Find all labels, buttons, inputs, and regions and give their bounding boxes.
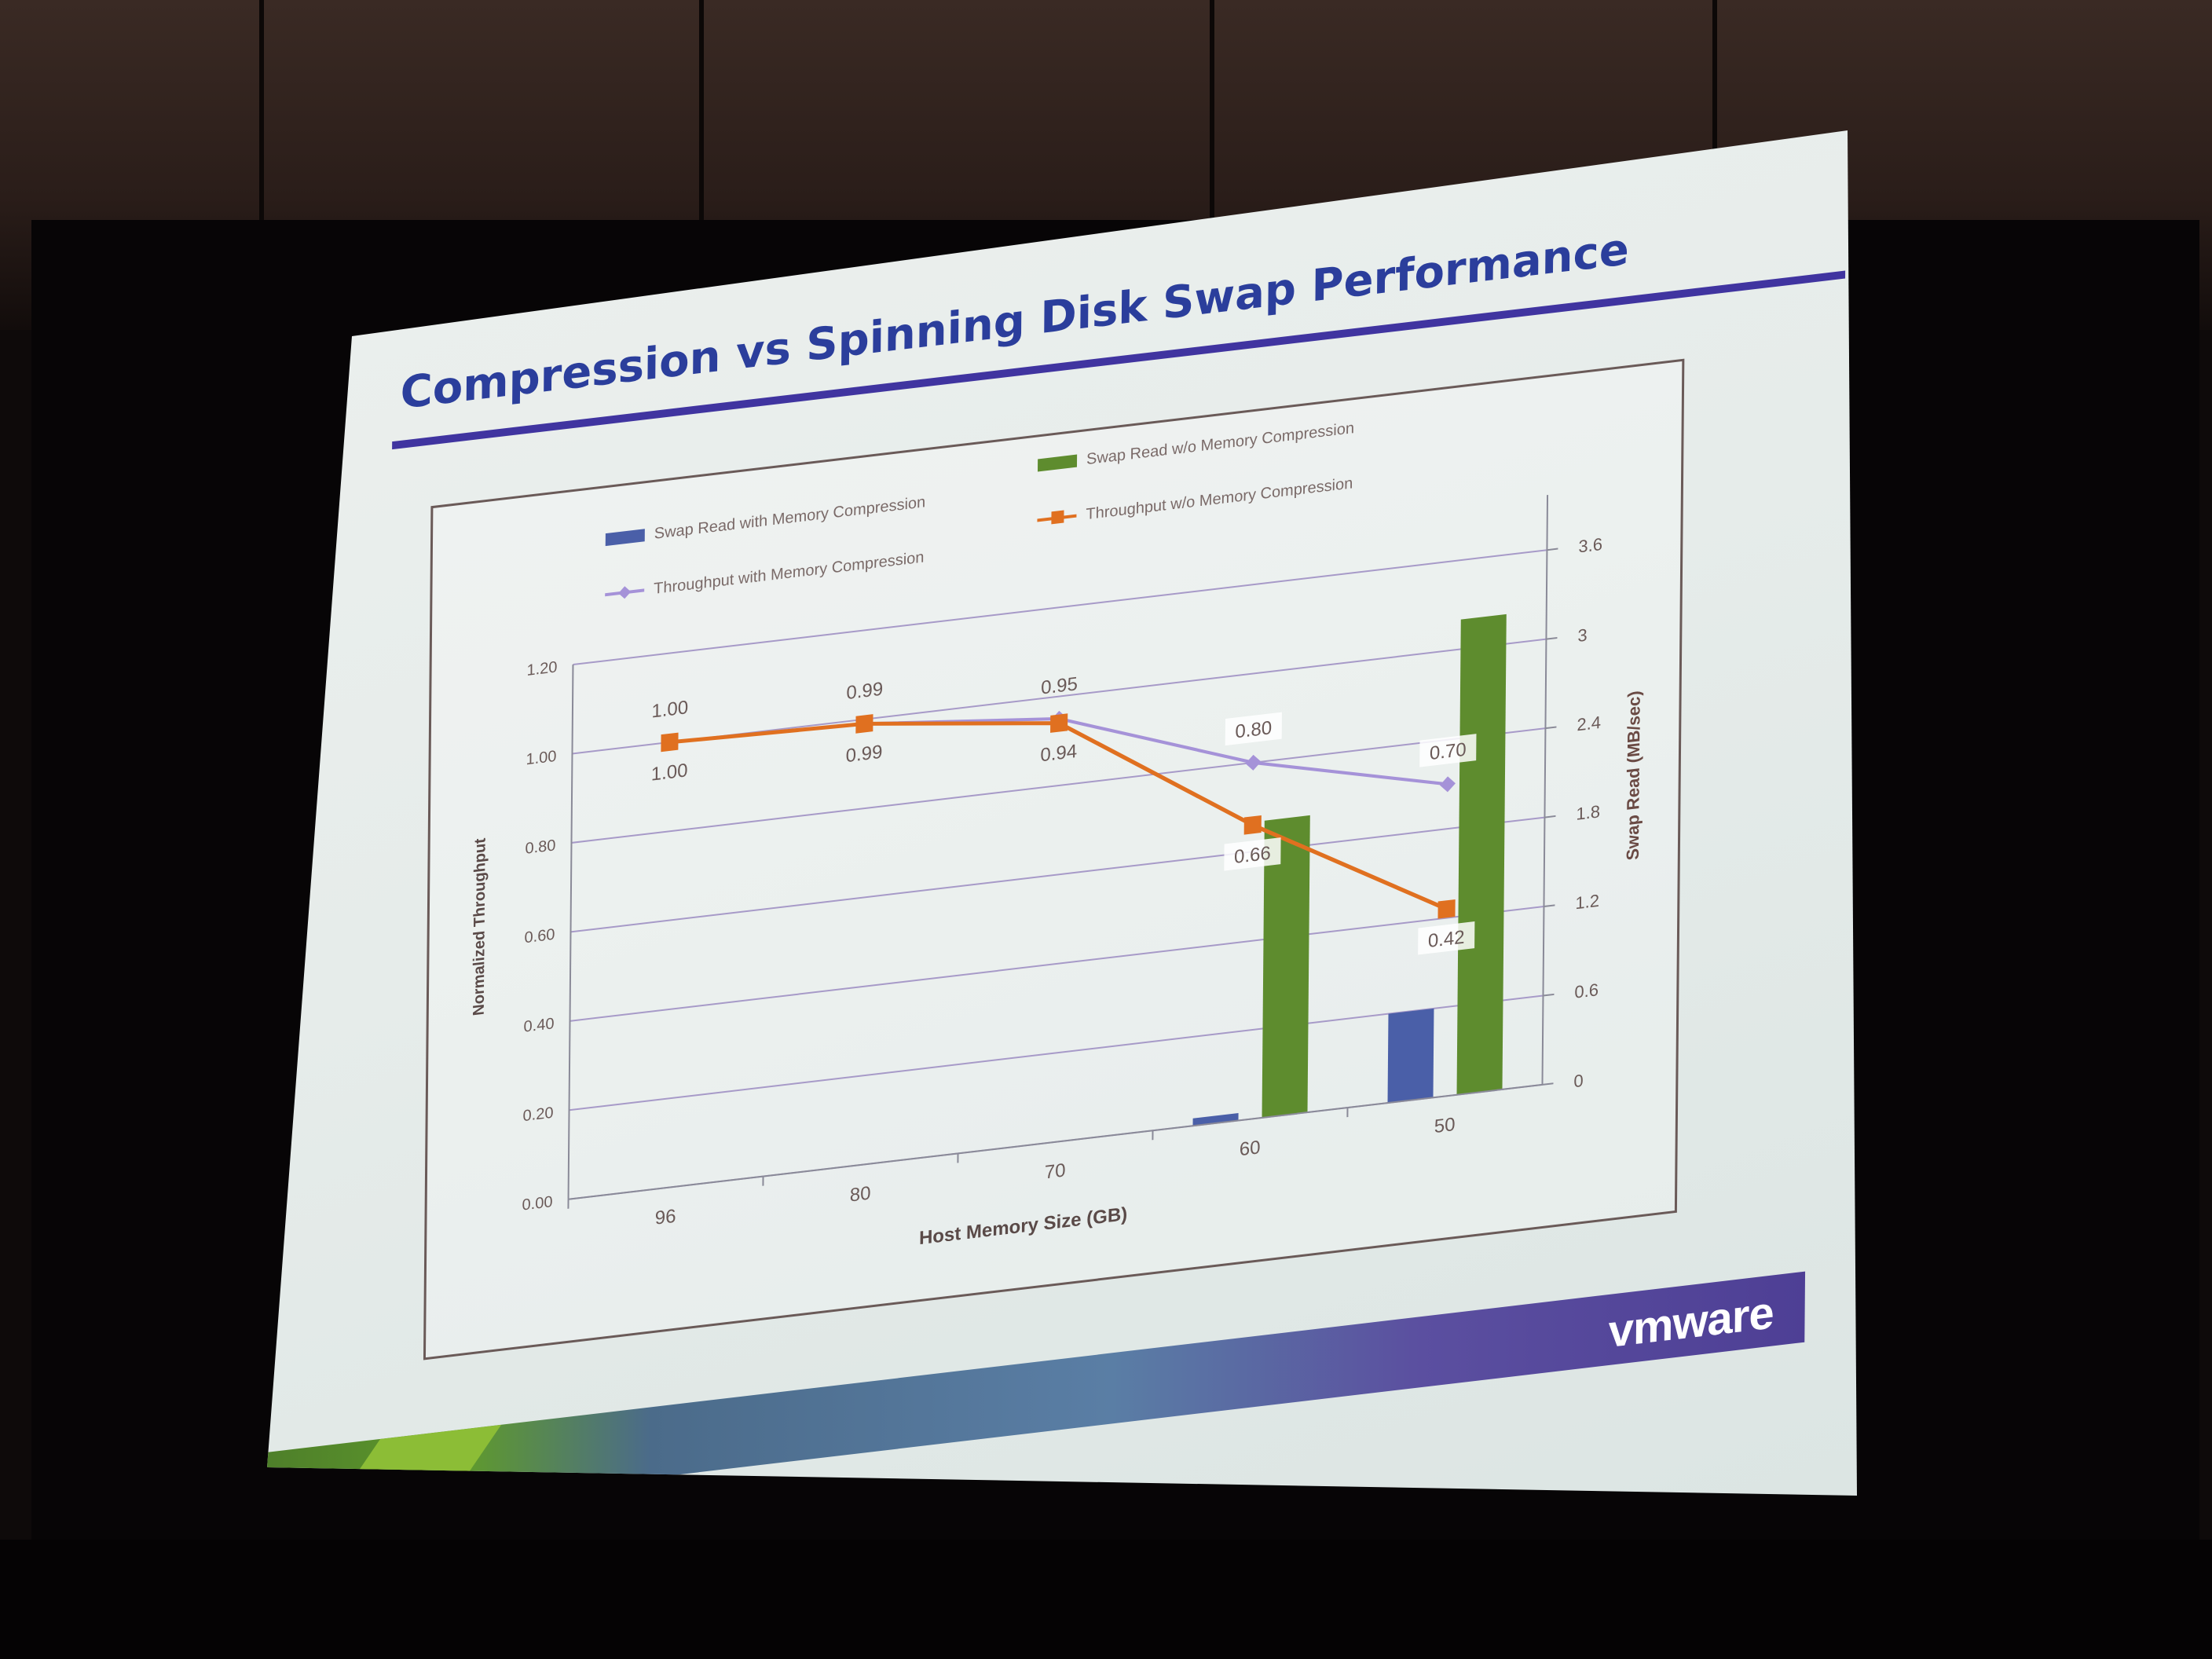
legend-label: Swap Read with Memory Compression: [654, 493, 926, 543]
wall-seam: [259, 0, 264, 236]
data-point: [855, 714, 873, 734]
y2-tick: [1545, 726, 1557, 730]
wall-seam: [1712, 0, 1717, 236]
legend-label: Swap Read w/o Memory Compression: [1086, 419, 1354, 468]
data-label: 0.95: [1041, 673, 1078, 698]
y-tick-label: 0.00: [522, 1193, 553, 1214]
y-axis: [567, 664, 574, 1199]
y2-axis-label: Swap Read (MB/sec): [1623, 690, 1644, 861]
stage-floor: [0, 1540, 2212, 1659]
legend-label: Throughput with Memory Compression: [654, 549, 924, 598]
data-label: 0.42: [1428, 927, 1465, 952]
gridline: [570, 816, 1545, 933]
bar: [1456, 613, 1507, 1095]
data-label-bg: [1224, 837, 1281, 871]
data-point: [1243, 815, 1262, 835]
data-label: 0.99: [846, 742, 883, 767]
y2-tick: [1542, 1082, 1554, 1086]
legend-swatch: [605, 529, 645, 547]
gridline: [569, 906, 1544, 1022]
data-point: [1050, 713, 1068, 733]
y2-tick: [1543, 993, 1555, 997]
gridline: [569, 994, 1544, 1111]
chart-bars: [1192, 613, 1507, 1126]
x-tick-label: 70: [1045, 1159, 1066, 1183]
data-point: [661, 732, 679, 753]
y2-tick-label: 1.2: [1575, 891, 1599, 914]
data-label-bg: [1419, 734, 1477, 767]
data-point: [1437, 899, 1456, 919]
y2-tick-label: 0.6: [1574, 980, 1599, 1002]
x-tick-label: 96: [655, 1206, 676, 1229]
y-tick-label: 0.20: [523, 1104, 554, 1126]
legend-marker: [1051, 510, 1064, 525]
chart-svg: Swingbench (16 VMs, 80 GB memory, TPS di…: [471, 346, 1644, 1250]
y-tick-label: 0.40: [524, 1015, 555, 1036]
series-line: [669, 721, 1448, 911]
y2-tick-label: 1.8: [1576, 801, 1600, 824]
x-tick-label: 60: [1240, 1137, 1261, 1160]
data-label-bg: [1418, 921, 1475, 955]
y-tick-label: 0.60: [524, 926, 555, 947]
x-axis: [568, 1083, 1543, 1200]
bar: [1262, 815, 1310, 1118]
chart-axes: 0.00 0.20 0.40 0.60 0.80 1.00 1.20 0 0.6 1.2 1.8 2.…: [522, 495, 1602, 1229]
legend-label: Throughput w/o Memory Compression: [1086, 474, 1353, 523]
legend-swatch: [1037, 454, 1078, 472]
chart-lines: 1.00 0.99 0.95 0.80 0.70 1.00 0.99 0.94 0.66 0.42: [651, 673, 1477, 955]
x-tick-label: 50: [1434, 1114, 1456, 1137]
chart-legend: Swap Read with Memory Compression Swap Re…: [605, 419, 1354, 599]
data-label: 0.66: [1234, 843, 1271, 868]
vmware-logo: vmware: [1608, 1287, 1774, 1358]
wall-seam: [1210, 0, 1214, 236]
chart-container: Swingbench (16 VMs, 80 GB memory, TPS di…: [423, 346, 1685, 1361]
y-axis-label: Normalized Throughput: [471, 837, 489, 1016]
wall-seam: [699, 0, 704, 236]
y-tick-label: 0.80: [525, 837, 555, 858]
bar: [1192, 1112, 1239, 1126]
y2-tick: [1544, 904, 1555, 908]
y2-tick-label: 0: [1573, 1071, 1583, 1091]
x-tick-label: 80: [850, 1183, 871, 1207]
y2-tick: [1546, 637, 1558, 640]
y2-tick: [1547, 548, 1558, 551]
data-label: 1.00: [651, 760, 688, 785]
legend-marker: [618, 586, 632, 599]
y2-tick-label: 3.6: [1578, 534, 1602, 557]
data-point: [1245, 754, 1262, 771]
bar: [1387, 1008, 1434, 1104]
data-label: 0.94: [1040, 741, 1077, 766]
data-label: 0.80: [1235, 717, 1272, 742]
y2-axis: [1541, 495, 1549, 1086]
y-tick-label: 1.20: [526, 658, 557, 679]
y2-tick-label: 3: [1577, 625, 1587, 646]
gridline: [571, 727, 1546, 844]
gridline: [573, 549, 1547, 666]
data-label: 1.00: [651, 697, 688, 722]
data-label-bg: [1225, 712, 1282, 746]
y2-tick-label: 2.4: [1577, 712, 1601, 735]
data-label: 0.99: [846, 679, 883, 704]
y-tick-label: 1.00: [526, 748, 556, 769]
data-point: [1439, 776, 1456, 793]
slide: Compression vs Spinning Disk Swap Perfor…: [267, 197, 1854, 1496]
data-label: 0.70: [1430, 739, 1467, 764]
x-axis-label: Host Memory Size (GB): [919, 1203, 1127, 1249]
y2-tick: [1544, 815, 1556, 819]
